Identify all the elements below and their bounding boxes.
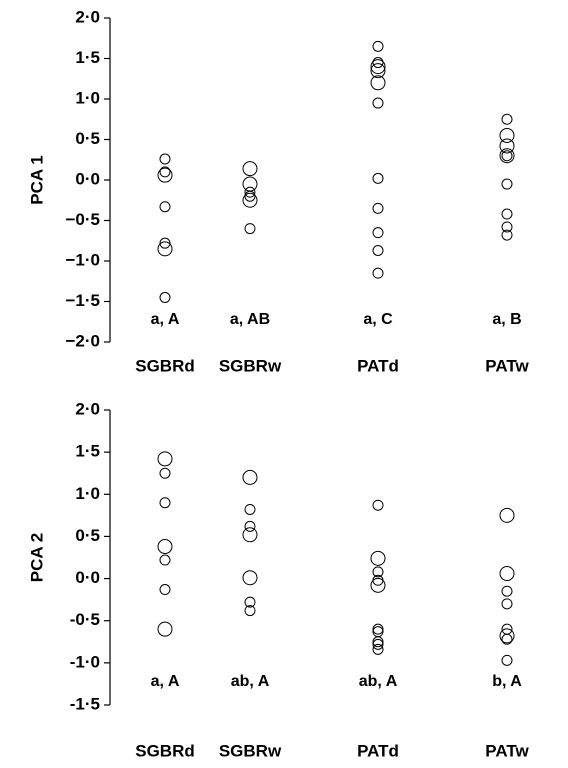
- y-tick-label: 0·5: [75, 129, 100, 148]
- point: [159, 237, 171, 249]
- point: [159, 467, 171, 479]
- point: [501, 633, 513, 645]
- point: [157, 451, 173, 467]
- point: [372, 499, 384, 511]
- point: [370, 63, 386, 79]
- point: [499, 507, 515, 523]
- point: [242, 570, 258, 586]
- y-tick-label: 1·5: [75, 442, 100, 461]
- y-axis-label: PCA 1: [27, 155, 46, 204]
- point: [499, 628, 515, 644]
- point: [501, 178, 513, 190]
- point: [157, 621, 173, 637]
- point: [244, 503, 256, 515]
- point: [242, 527, 258, 543]
- point: [159, 153, 171, 165]
- point: [159, 291, 171, 303]
- point: [501, 221, 513, 233]
- point: [372, 40, 384, 52]
- point: [372, 202, 384, 214]
- point: [372, 97, 384, 109]
- point: [242, 469, 258, 485]
- annotation: a, A: [151, 673, 180, 690]
- annotation: a, C: [363, 311, 393, 328]
- point: [372, 57, 384, 69]
- point: [370, 577, 386, 593]
- y-tick-label: −2·0: [66, 331, 101, 350]
- annotation: ab, A: [231, 673, 270, 690]
- point: [372, 244, 384, 256]
- annotation: b, A: [492, 673, 522, 690]
- point: [372, 566, 384, 578]
- y-tick-label: 1·0: [75, 484, 100, 503]
- x-tick-label: SGBRd: [135, 741, 195, 760]
- y-tick-label: -0·5: [70, 610, 100, 629]
- point: [372, 172, 384, 184]
- point: [499, 127, 515, 143]
- point: [242, 161, 258, 177]
- point: [372, 643, 384, 655]
- point: [244, 596, 256, 608]
- point: [159, 584, 171, 596]
- x-tick-label: PATd: [357, 741, 399, 760]
- point: [501, 654, 513, 666]
- point: [244, 520, 256, 532]
- point: [499, 148, 515, 164]
- point: [159, 166, 171, 178]
- point: [370, 75, 386, 91]
- x-tick-label: PATd: [357, 356, 399, 375]
- annotation: ab, A: [359, 673, 398, 690]
- point: [372, 638, 384, 650]
- y-tick-label: 2·0: [75, 7, 100, 26]
- point: [242, 192, 258, 208]
- y-tick-label: 1·0: [75, 88, 100, 107]
- point: [372, 227, 384, 239]
- point: [370, 59, 386, 75]
- x-tick-label: SGBRw: [219, 356, 282, 375]
- point: [501, 598, 513, 610]
- point: [159, 201, 171, 213]
- y-tick-label: −0·5: [66, 210, 101, 229]
- x-tick-label: SGBRd: [135, 356, 195, 375]
- y-tick-label: 0·5: [75, 526, 100, 545]
- y-tick-label: 0·0: [75, 568, 100, 587]
- point: [159, 554, 171, 566]
- annotation: a, A: [151, 311, 180, 328]
- point: [242, 176, 258, 192]
- y-tick-label: −1·0: [66, 250, 101, 269]
- point: [244, 605, 256, 617]
- point: [501, 113, 513, 125]
- annotation: a, AB: [230, 311, 270, 328]
- x-tick-label: SGBRw: [219, 741, 282, 760]
- y-tick-label: −1·5: [66, 291, 101, 310]
- point: [501, 208, 513, 220]
- y-tick-label: 1·5: [75, 48, 100, 67]
- point: [157, 539, 173, 555]
- y-tick-label: -1·5: [70, 694, 100, 713]
- point: [372, 626, 384, 638]
- point: [501, 229, 513, 241]
- y-tick-label: 2·0: [75, 399, 100, 418]
- x-tick-label: PATw: [485, 356, 529, 375]
- point: [372, 267, 384, 279]
- point: [157, 167, 173, 183]
- point: [372, 636, 384, 648]
- annotation: a, B: [492, 311, 521, 328]
- x-tick-label: PATw: [485, 741, 529, 760]
- point: [501, 585, 513, 597]
- point: [499, 138, 515, 154]
- point: [499, 566, 515, 582]
- point: [244, 223, 256, 235]
- point: [501, 150, 513, 162]
- point: [159, 497, 171, 509]
- point: [372, 623, 384, 635]
- point: [244, 186, 256, 198]
- point: [244, 190, 256, 202]
- y-axis-label: PCA 2: [27, 533, 46, 582]
- y-tick-label: 0·0: [75, 169, 100, 188]
- point: [157, 241, 173, 257]
- y-tick-label: -1·0: [70, 652, 100, 671]
- point: [370, 550, 386, 566]
